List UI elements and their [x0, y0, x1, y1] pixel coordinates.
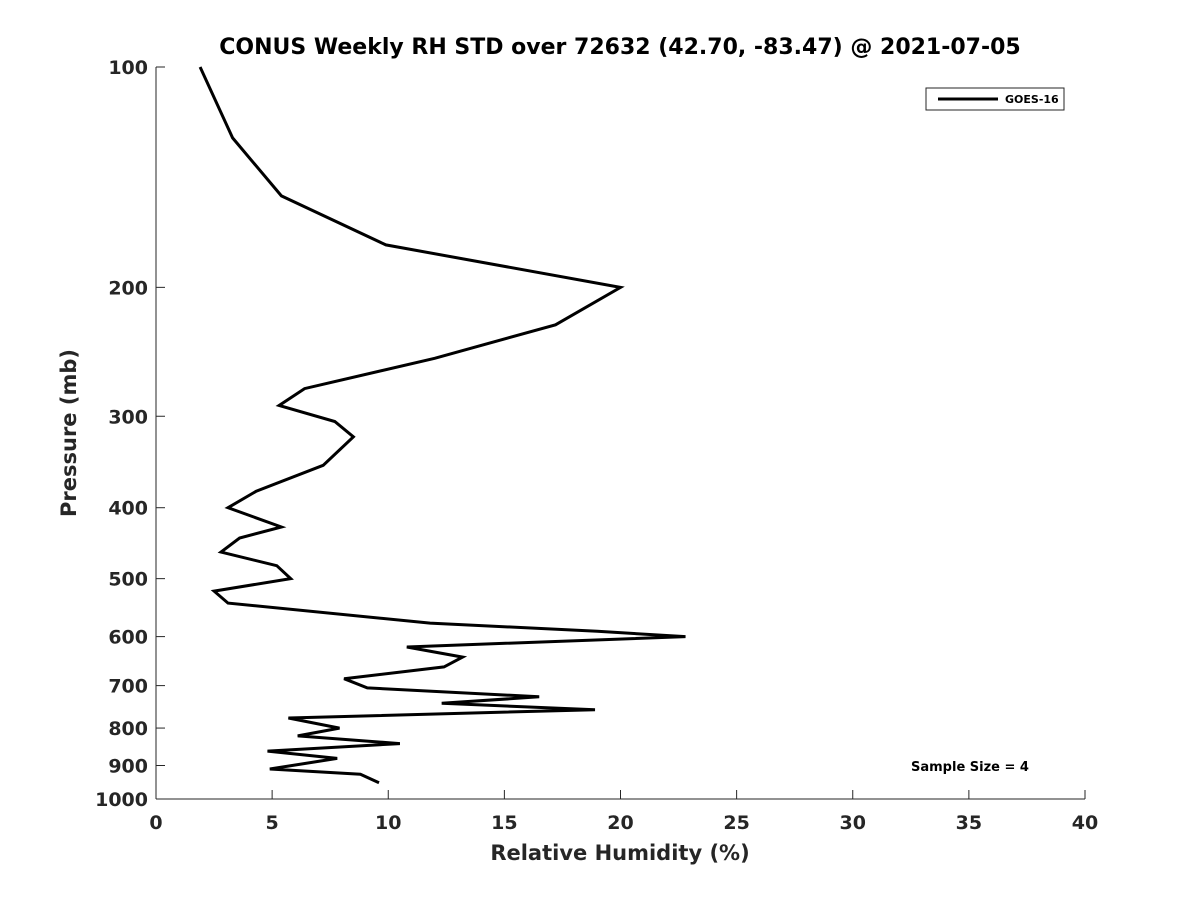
legend-label-goes-16: GOES-16	[1005, 93, 1059, 106]
y-tick-label: 400	[108, 498, 148, 520]
x-tick-label: 15	[491, 812, 517, 834]
y-tick-label: 500	[108, 569, 148, 591]
x-tick-label: 30	[840, 812, 866, 834]
series-line-goes-16	[198, 66, 686, 785]
y-tick-label: 100	[108, 57, 148, 79]
x-tick-label: 5	[266, 812, 279, 834]
plot-background	[156, 67, 1085, 799]
sample-size-annotation: Sample Size = 4	[911, 760, 1029, 775]
x-tick-label: 35	[956, 812, 982, 834]
y-tick-label: 300	[108, 406, 148, 428]
chart-title: CONUS Weekly RH STD over 72632 (42.70, -…	[219, 35, 1020, 60]
y-tick-label: 200	[108, 277, 148, 299]
y-axis-label: Pressure (mb)	[57, 349, 81, 517]
y-tick-label: 900	[108, 756, 148, 778]
y-tick-label: 800	[108, 718, 148, 740]
x-tick-label: 0	[149, 812, 162, 834]
plot-area	[155, 67, 1085, 800]
x-tick-label: 10	[375, 812, 401, 834]
x-tick-label: 40	[1072, 812, 1098, 834]
y-tick-label: 1000	[95, 789, 148, 811]
series-group	[198, 66, 686, 785]
x-tick-label: 20	[607, 812, 633, 834]
y-ticks: 100 200 300 400 500 600 700 800 900 1000	[95, 57, 165, 811]
y-tick-label: 700	[108, 676, 148, 698]
x-tick-label: 25	[723, 812, 749, 834]
y-tick-label: 600	[108, 627, 148, 649]
x-axis-label: Relative Humidity (%)	[490, 841, 749, 865]
x-ticks: 0 5 10 15 20 25 30 35 40	[149, 790, 1098, 834]
legend: GOES-16	[925, 87, 1065, 111]
